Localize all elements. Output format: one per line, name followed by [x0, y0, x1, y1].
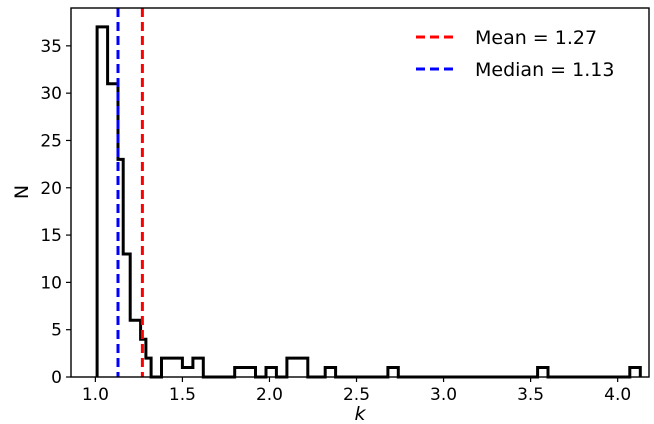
y-tick-label-0: 0: [51, 368, 62, 388]
y-tick-label-5: 25: [40, 131, 62, 151]
x-tick-label-1: 1.5: [169, 385, 196, 405]
plot-content: [95, 8, 642, 379]
x-tick-label-3: 2.5: [343, 385, 370, 405]
y-tick-label-6: 30: [40, 84, 62, 104]
legend: Mean = 1.27 Median = 1.13: [416, 27, 614, 81]
y-tick-label-1: 5: [51, 321, 62, 341]
x-tick-label-4: 3.0: [430, 385, 457, 405]
x-axis-ticks: 1.0 1.5 2.0 2.5 3.0 3.5 4.0: [82, 377, 631, 405]
plot-frame: [70, 7, 650, 378]
y-axis-label: N: [11, 185, 33, 199]
histogram-step: [95, 25, 642, 379]
legend-label-0: Mean = 1.27: [475, 27, 597, 49]
y-tick-label-2: 10: [40, 273, 62, 293]
x-axis-label: k: [354, 403, 366, 424]
x-tick-label-2: 2.0: [256, 385, 283, 405]
legend-label-1: Median = 1.13: [475, 59, 614, 81]
x-tick-label-0: 1.0: [82, 385, 109, 405]
y-tick-label-7: 35: [40, 37, 62, 57]
y-axis-ticks: 0 5 10 15 20 25 30 35: [40, 37, 71, 388]
x-tick-label-6: 4.0: [604, 385, 631, 405]
y-tick-label-4: 20: [40, 179, 62, 199]
y-tick-label-3: 15: [40, 226, 62, 246]
x-tick-label-5: 3.5: [517, 385, 544, 405]
